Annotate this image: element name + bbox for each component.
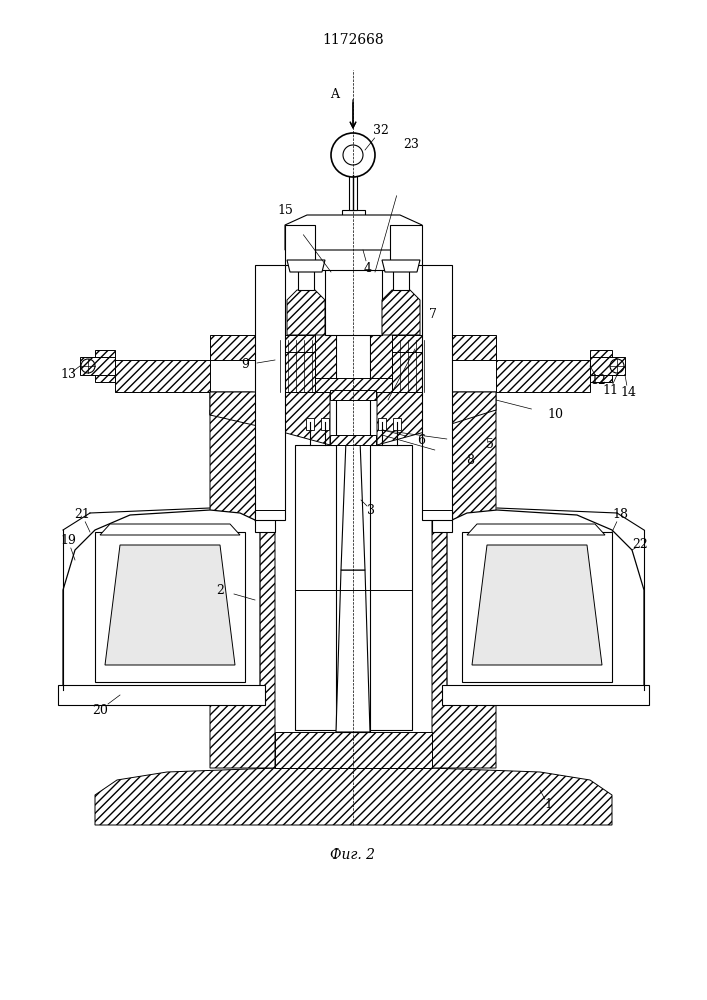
Polygon shape bbox=[210, 410, 275, 768]
Polygon shape bbox=[349, 170, 357, 210]
Polygon shape bbox=[342, 210, 365, 260]
Polygon shape bbox=[462, 532, 612, 682]
Polygon shape bbox=[315, 378, 392, 392]
Polygon shape bbox=[432, 392, 496, 430]
Polygon shape bbox=[467, 524, 605, 535]
Text: 1: 1 bbox=[544, 798, 552, 812]
Text: 2: 2 bbox=[216, 584, 224, 596]
Polygon shape bbox=[100, 524, 240, 535]
Text: 23: 23 bbox=[403, 138, 419, 151]
Text: 14: 14 bbox=[620, 385, 636, 398]
Polygon shape bbox=[287, 290, 325, 335]
Polygon shape bbox=[295, 445, 412, 730]
Text: A: A bbox=[330, 89, 339, 102]
Polygon shape bbox=[447, 510, 644, 698]
Polygon shape bbox=[590, 350, 612, 382]
Text: 22: 22 bbox=[632, 538, 648, 552]
Polygon shape bbox=[95, 768, 612, 825]
Polygon shape bbox=[95, 350, 115, 382]
Polygon shape bbox=[287, 260, 325, 272]
Polygon shape bbox=[298, 270, 314, 290]
Text: 7: 7 bbox=[429, 308, 437, 322]
Text: 12: 12 bbox=[590, 373, 606, 386]
Text: 13: 13 bbox=[60, 368, 76, 381]
Bar bbox=[321, 418, 329, 430]
Text: 15: 15 bbox=[277, 204, 293, 217]
Bar bbox=[306, 418, 314, 430]
Circle shape bbox=[343, 145, 363, 165]
Text: 19: 19 bbox=[60, 534, 76, 546]
Polygon shape bbox=[382, 260, 420, 272]
Polygon shape bbox=[377, 392, 432, 445]
Text: 1172668: 1172668 bbox=[322, 33, 384, 47]
Polygon shape bbox=[330, 390, 376, 400]
Polygon shape bbox=[315, 330, 336, 380]
Polygon shape bbox=[285, 225, 315, 265]
Text: 10: 10 bbox=[547, 408, 563, 422]
Polygon shape bbox=[58, 685, 265, 705]
Polygon shape bbox=[63, 510, 260, 698]
Text: 11: 11 bbox=[602, 383, 618, 396]
Polygon shape bbox=[275, 732, 432, 768]
Bar bbox=[393, 418, 401, 430]
Polygon shape bbox=[442, 685, 649, 705]
Polygon shape bbox=[330, 435, 376, 445]
Polygon shape bbox=[310, 240, 397, 270]
Polygon shape bbox=[496, 360, 590, 392]
Polygon shape bbox=[392, 340, 432, 392]
Polygon shape bbox=[390, 225, 422, 265]
Polygon shape bbox=[392, 335, 432, 352]
Polygon shape bbox=[105, 545, 235, 665]
Text: 3: 3 bbox=[367, 504, 375, 516]
Polygon shape bbox=[95, 532, 245, 682]
Text: 8: 8 bbox=[466, 454, 474, 466]
Polygon shape bbox=[382, 290, 420, 335]
Text: 5: 5 bbox=[486, 438, 494, 452]
Polygon shape bbox=[115, 360, 210, 392]
Polygon shape bbox=[275, 340, 315, 392]
Text: 6: 6 bbox=[417, 434, 425, 446]
Polygon shape bbox=[432, 392, 496, 430]
Polygon shape bbox=[336, 570, 370, 732]
Polygon shape bbox=[325, 260, 382, 335]
Polygon shape bbox=[255, 510, 275, 532]
Polygon shape bbox=[210, 392, 275, 430]
Circle shape bbox=[331, 133, 375, 177]
Text: 9: 9 bbox=[241, 359, 249, 371]
Text: 18: 18 bbox=[612, 508, 628, 522]
Polygon shape bbox=[336, 300, 370, 732]
Polygon shape bbox=[275, 392, 330, 445]
Text: Фиг. 2: Фиг. 2 bbox=[330, 848, 375, 862]
Polygon shape bbox=[285, 215, 422, 250]
Polygon shape bbox=[432, 410, 496, 768]
Polygon shape bbox=[432, 510, 452, 532]
Polygon shape bbox=[472, 545, 602, 665]
Polygon shape bbox=[210, 335, 275, 360]
Polygon shape bbox=[590, 357, 625, 375]
Polygon shape bbox=[370, 330, 392, 380]
Text: 32: 32 bbox=[373, 123, 389, 136]
Polygon shape bbox=[422, 265, 452, 520]
Polygon shape bbox=[255, 265, 285, 520]
Polygon shape bbox=[432, 335, 496, 360]
Polygon shape bbox=[80, 357, 115, 375]
Text: 4: 4 bbox=[364, 261, 372, 274]
Polygon shape bbox=[275, 335, 315, 352]
Text: 20: 20 bbox=[92, 704, 108, 716]
Polygon shape bbox=[393, 270, 409, 290]
Bar bbox=[378, 418, 386, 430]
Polygon shape bbox=[210, 392, 275, 430]
Text: 21: 21 bbox=[74, 508, 90, 522]
Polygon shape bbox=[341, 440, 365, 570]
